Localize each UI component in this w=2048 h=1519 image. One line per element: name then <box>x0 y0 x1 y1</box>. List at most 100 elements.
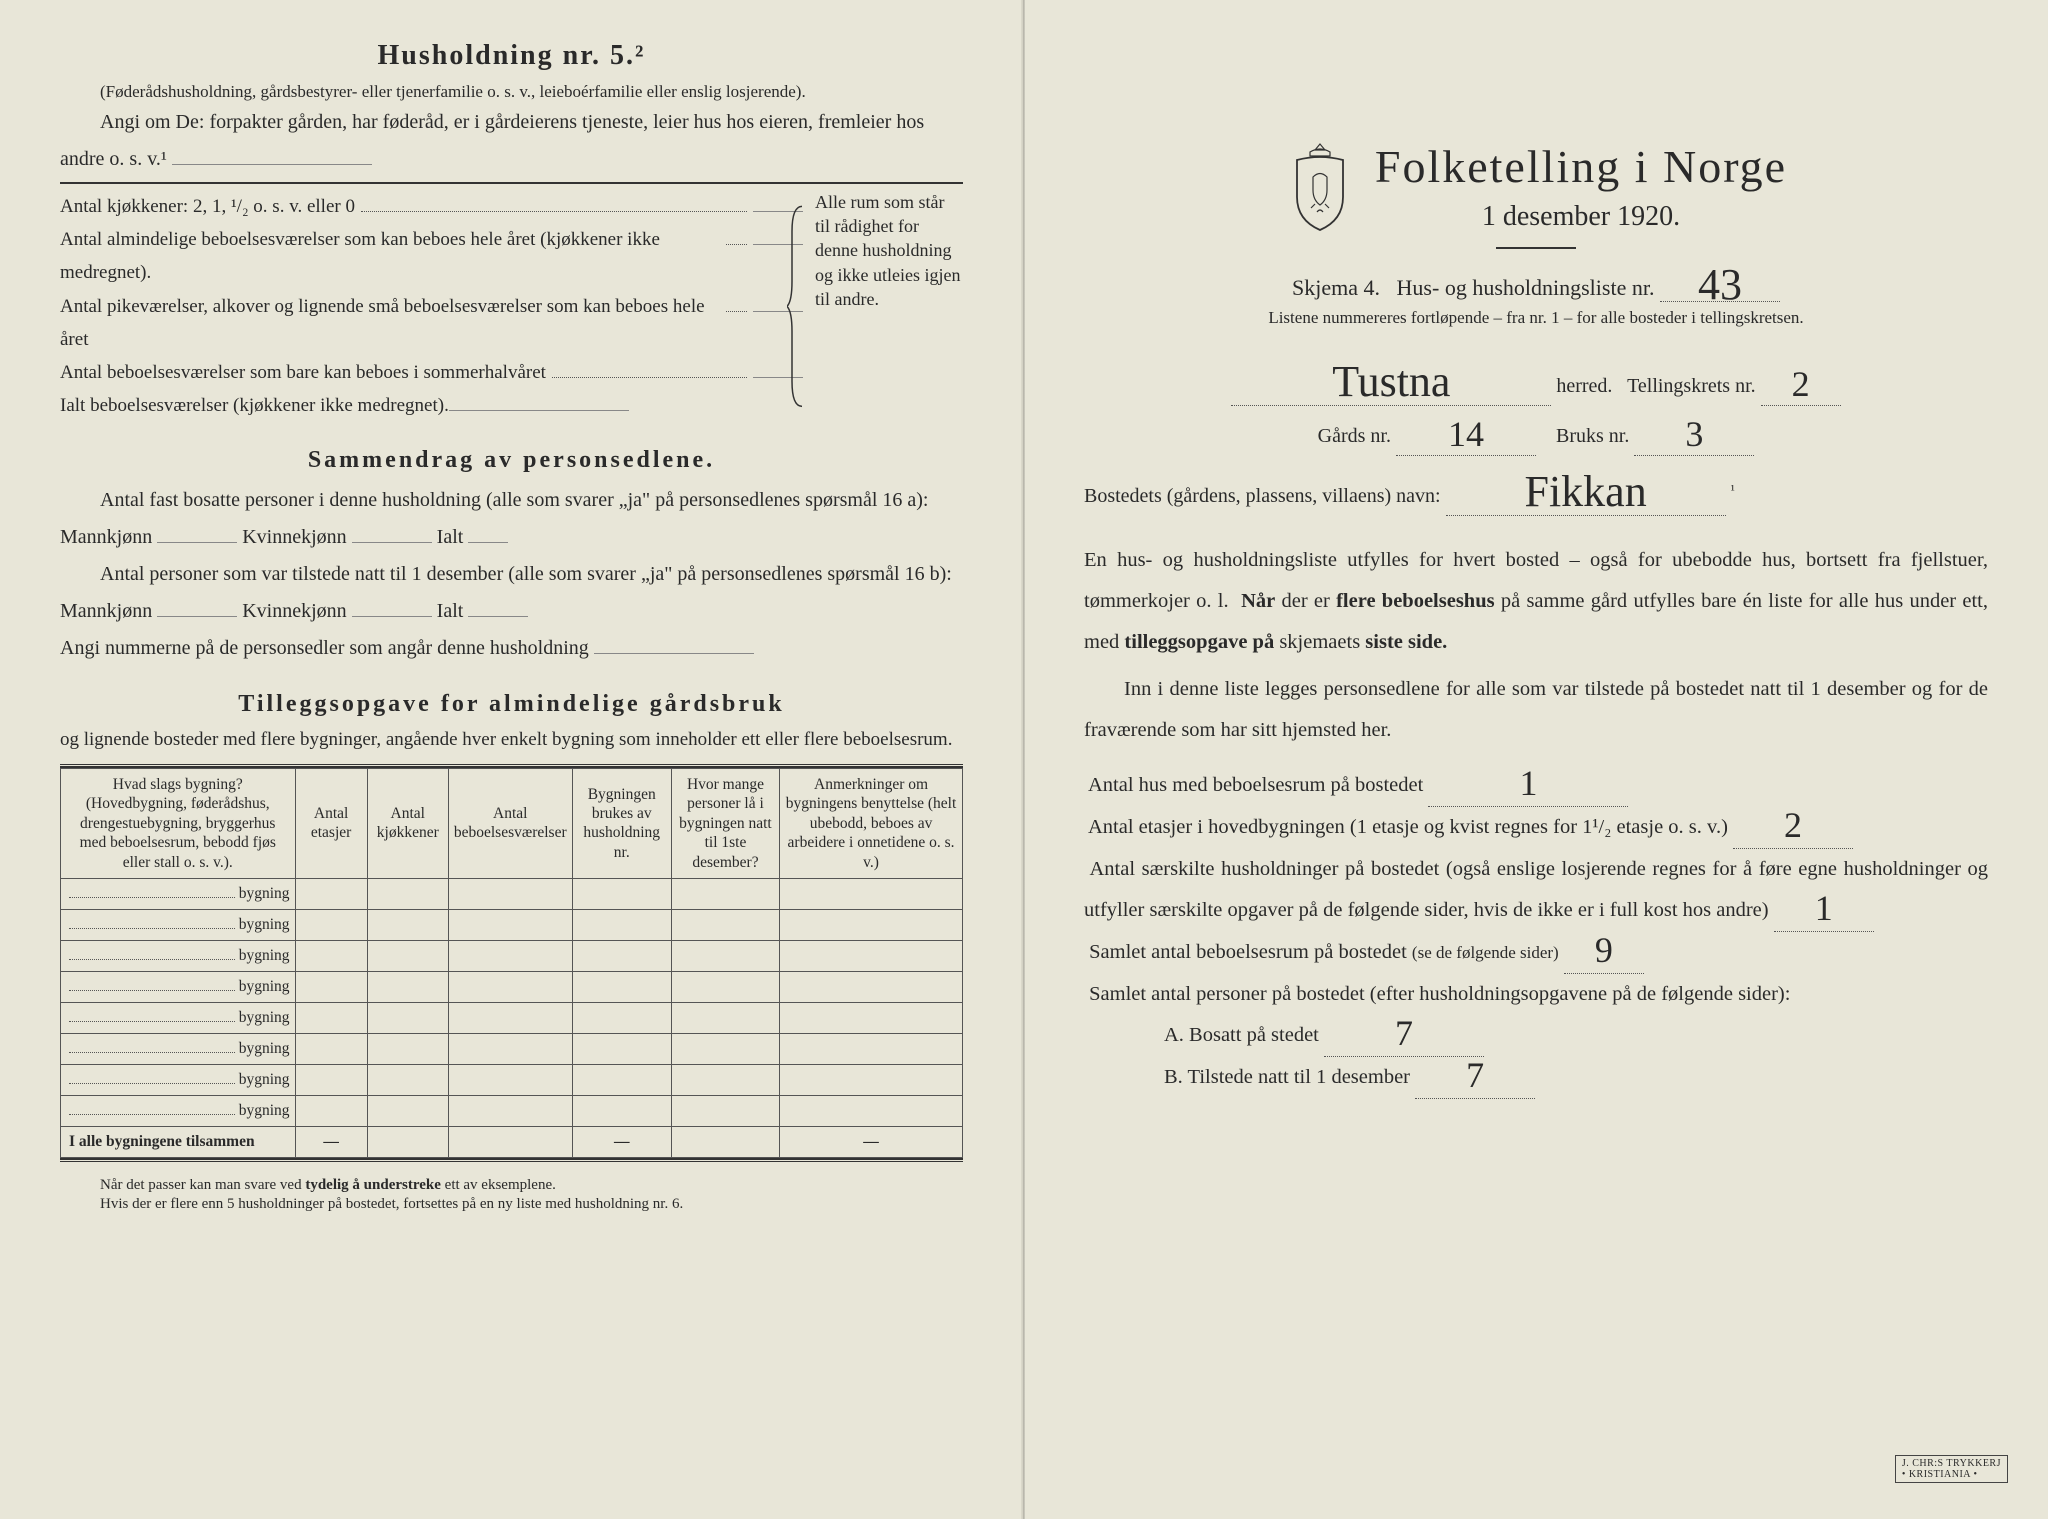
herred-line: Tustna herred. Tellingskrets nr. 2 <box>1084 360 1988 406</box>
tillegg-sub: og lignende bosteder med flere bygninger… <box>60 726 963 755</box>
q5-label: Samlet antal personer på bostedet (efter… <box>1089 983 1790 1005</box>
q4-label-a: Samlet antal beboelsesrum på bostedet <box>1089 941 1412 963</box>
gard-line: Gårds nr. 14 Bruks nr. 3 <box>1084 416 1988 456</box>
table-row: bygning <box>61 1033 963 1064</box>
col-2: Antal kjøkkener <box>367 769 448 879</box>
q3-value: 1 <box>1815 894 1833 923</box>
summary-kv-1: Kvinnekjønn <box>242 526 346 548</box>
p1-bold-b: flere beboelseshus <box>1336 590 1494 612</box>
col-4: Bygningen brukes av husholdning nr. <box>572 769 671 879</box>
footer-cell-4 <box>671 1126 779 1157</box>
table-cell <box>367 1095 448 1126</box>
footer-cell-5: — <box>780 1126 963 1157</box>
table-cell <box>448 971 572 1002</box>
table-cell <box>295 940 367 971</box>
table-cell <box>572 909 671 940</box>
table-cell <box>448 909 572 940</box>
gard-label: Gårds nr. <box>1318 425 1391 447</box>
footer-label: I alle bygningene tilsammen <box>61 1126 296 1157</box>
col-3: Antal beboelsesværelser <box>448 769 572 879</box>
footer-cell-0: — <box>295 1126 367 1157</box>
herred-label: herred. <box>1556 375 1612 397</box>
footer-cell-2 <box>448 1126 572 1157</box>
rooms-label-2: Antal beboelsesværelser som bare kan beb… <box>60 356 546 389</box>
rooms-line-1: Antal pikeværelser, alkover og lignende … <box>60 290 803 357</box>
bosted-line: Bostedets (gårdens, plassens, villaens) … <box>1084 470 1988 516</box>
q1-line: Antal hus med beboelsesrum på bostedet 1 <box>1084 765 1988 807</box>
row-label-cell: bygning <box>61 940 296 971</box>
subnote: Listene nummereres fortløpende – fra nr.… <box>1084 306 1988 330</box>
p1-bold-d: siste side. <box>1365 631 1447 653</box>
footnote-block: Når det passer kan man svare ved tydelig… <box>60 1176 963 1215</box>
fn1-c: ett av eksemplene. <box>441 1177 556 1193</box>
fn1-b: tydelig å understreke <box>305 1177 441 1193</box>
bruk-label: Bruks nr. <box>1556 425 1629 447</box>
col-5: Hvor mange personer lå i bygningen natt … <box>671 769 779 879</box>
rooms-label-0: Antal almindelige beboelsesværelser som … <box>60 223 720 290</box>
table-cell <box>367 1002 448 1033</box>
col-1: Antal etasjer <box>295 769 367 879</box>
row-label-cell: bygning <box>61 1095 296 1126</box>
p1-bold-a: Når <box>1241 590 1275 612</box>
table-cell <box>780 1002 963 1033</box>
q4-label-b: (se de følgende sider) <box>1412 943 1559 962</box>
table-header-row: Hvad slags bygning? (Hovedbygning, føder… <box>61 769 963 879</box>
q4-value: 9 <box>1595 936 1613 965</box>
table-cell <box>572 1033 671 1064</box>
bosted-suffix: ¹ <box>1731 483 1735 498</box>
table-cell <box>572 1095 671 1126</box>
rooms-block: Antal kjøkkener: 2, 1, ¹/₂ o. s. v. elle… <box>60 190 963 423</box>
table-cell <box>295 909 367 940</box>
row-label-cell: bygning <box>61 1033 296 1064</box>
table-cell <box>448 1033 572 1064</box>
table-cell <box>367 1033 448 1064</box>
table-footer-row: I alle bygningene tilsammen — — — <box>61 1126 963 1157</box>
qB-label: B. Tilstede natt til 1 desember <box>1164 1066 1410 1088</box>
table-cell <box>780 909 963 940</box>
para-b: Angi om De: forpakter gården, har føderå… <box>60 104 963 178</box>
bracket-text: Alle rum som står til rådighet for denne… <box>815 192 960 309</box>
col-0: Hvad slags bygning? (Hovedbygning, føder… <box>61 769 296 879</box>
page-date: 1 desember 1920. <box>1375 201 1787 233</box>
table-cell <box>367 878 448 909</box>
table-cell <box>780 878 963 909</box>
table-cell <box>572 878 671 909</box>
herred-value: Tustna <box>1332 364 1450 399</box>
table-cell <box>295 1095 367 1126</box>
table-cell <box>295 971 367 1002</box>
krets-value: 2 <box>1792 370 1810 399</box>
table-cell <box>295 878 367 909</box>
table-cell <box>448 1095 572 1126</box>
table-cell <box>671 1064 779 1095</box>
para-b-lead: Angi om De: <box>100 111 204 133</box>
summary-ialt-1: Ialt <box>437 526 464 548</box>
qA-label: A. Bosatt på stedet <box>1164 1024 1319 1046</box>
q1-label: Antal hus med beboelsesrum på bostedet <box>1088 774 1423 796</box>
summary-ialt-2: Ialt <box>437 600 464 622</box>
rooms-line-3: Ialt beboelsesværelser (kjøkkener ikke m… <box>60 389 803 422</box>
table-cell <box>448 1002 572 1033</box>
rule-short <box>1496 247 1576 249</box>
para2: Inn i denne liste legges personsedlene f… <box>1084 669 1988 751</box>
table-cell <box>448 878 572 909</box>
qB-line: B. Tilstede natt til 1 desember 7 <box>1084 1057 1988 1099</box>
table-cell <box>671 1095 779 1126</box>
q2-label: Antal etasjer i hovedbygningen (1 etasje… <box>1088 816 1728 838</box>
heading-husholdning: Husholdning nr. 5.² <box>60 40 963 72</box>
bosted-value: Fikkan <box>1524 474 1646 509</box>
table-cell <box>572 1064 671 1095</box>
kitchens-line: Antal kjøkkener: 2, 1, ¹/₂ o. s. v. elle… <box>60 190 803 223</box>
row-label-cell: bygning <box>61 878 296 909</box>
list-nr-value: 43 <box>1698 267 1742 302</box>
table-cell <box>295 1064 367 1095</box>
table-cell <box>671 971 779 1002</box>
summary-p3: Angi nummerne på de personsedler som ang… <box>60 637 589 659</box>
left-page: Husholdning nr. 5.² (Føderådshusholdning… <box>0 0 1024 1519</box>
rooms-label-3: Ialt beboelsesværelser (kjøkkener ikke m… <box>60 389 449 422</box>
q4-line: Samlet antal beboelsesrum på bostedet (s… <box>1084 932 1988 974</box>
table-cell <box>572 1002 671 1033</box>
table-cell <box>780 940 963 971</box>
table-row: bygning <box>61 1002 963 1033</box>
row-label-cell: bygning <box>61 1002 296 1033</box>
table-cell <box>367 940 448 971</box>
